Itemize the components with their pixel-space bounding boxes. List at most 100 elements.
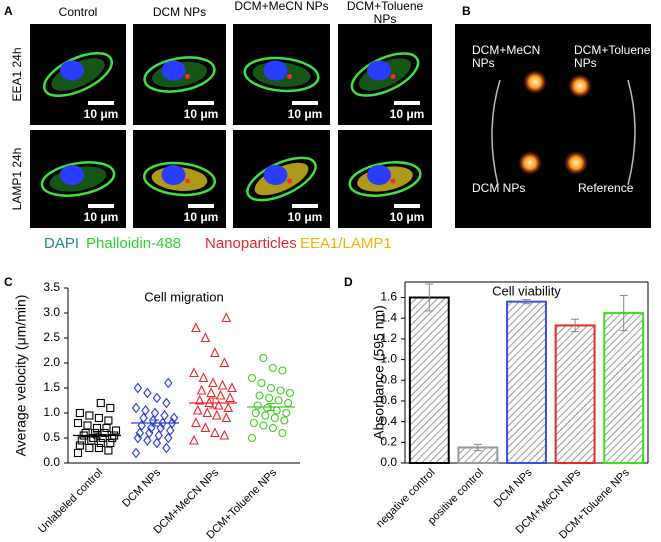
point (94, 413, 103, 423)
point (191, 322, 201, 333)
y-tick-label: 0.6 (380, 393, 397, 407)
luminescence-image (455, 24, 651, 228)
x-tick-label: DCM NPs (120, 466, 163, 509)
point (164, 432, 173, 444)
point (85, 411, 94, 420)
sample-label: DCM+Toluene NPs (574, 43, 651, 70)
point (210, 427, 220, 438)
point (202, 407, 213, 418)
legend-entry: Nanoparticles (205, 235, 297, 252)
point (131, 402, 141, 414)
cell-body (143, 161, 216, 197)
glow-spot (523, 70, 547, 94)
point (83, 421, 92, 430)
point (274, 396, 283, 405)
point (111, 426, 121, 435)
point (96, 398, 105, 408)
legend-entry: DAPI (44, 235, 79, 252)
y-tick-label: 0.5 (43, 430, 60, 444)
column-header: DCM+Toluene NPs (346, 0, 424, 26)
point (104, 416, 113, 425)
cell (243, 56, 320, 93)
point (92, 423, 102, 433)
point (100, 428, 109, 438)
particle (287, 74, 292, 79)
point (75, 441, 84, 450)
point (265, 393, 274, 403)
scale-bar-label: 10 μm (390, 210, 425, 224)
particle (185, 74, 190, 79)
point (261, 411, 270, 420)
particle (390, 74, 396, 79)
scale-bar-label: 10 μm (184, 210, 219, 224)
cell (246, 156, 317, 202)
point (135, 427, 144, 439)
y-tick-label: 1.5 (43, 380, 60, 394)
point (152, 392, 162, 404)
point (268, 423, 277, 433)
glow-spot (518, 151, 542, 175)
scale-bar-label: 10 μm (288, 107, 323, 121)
bar (554, 324, 596, 464)
point (196, 384, 207, 395)
point (141, 405, 150, 416)
cell-body (143, 56, 216, 93)
point (164, 377, 173, 389)
point (206, 387, 216, 398)
nucleus (263, 165, 288, 185)
point (266, 383, 276, 393)
point (158, 417, 167, 429)
y-tick-label: 0.0 (380, 455, 397, 469)
cell (42, 51, 114, 98)
column-header: Control (58, 5, 98, 19)
point (189, 434, 199, 445)
point (192, 404, 203, 415)
scale-bar-label: 10 μm (84, 210, 119, 224)
y-axis-label: Average velocity (μm/min) (13, 295, 29, 457)
point (106, 403, 115, 413)
point (208, 377, 218, 388)
nucleus (60, 60, 84, 81)
nucleus (161, 165, 186, 185)
point (75, 408, 84, 418)
point (166, 425, 175, 436)
point (259, 421, 268, 430)
point (200, 332, 211, 343)
nucleus (263, 60, 288, 81)
point (150, 407, 160, 419)
point (221, 412, 232, 423)
point (247, 373, 257, 383)
point (85, 443, 94, 453)
y-tick-label: 1.0 (380, 352, 397, 366)
point (280, 416, 289, 425)
cell (143, 56, 216, 93)
y-tick-label: 2.5 (43, 330, 60, 344)
point (282, 408, 291, 418)
y-axis-label: Absorbance (595 nm) (371, 305, 387, 440)
point (219, 357, 230, 368)
point (268, 363, 277, 373)
point (94, 443, 103, 453)
point (96, 438, 105, 448)
panel-letter: D (344, 275, 353, 289)
point (189, 367, 199, 378)
point (200, 422, 211, 433)
particle (185, 178, 190, 184)
point (73, 448, 83, 458)
scale-bar-label: 10 μm (288, 210, 323, 224)
point (255, 391, 264, 400)
cell-body (40, 161, 116, 197)
cell-body (348, 161, 422, 197)
dish-edge (627, 79, 636, 186)
y-tick-label: 0.4 (380, 414, 397, 428)
point (225, 392, 235, 403)
bar (408, 296, 450, 464)
dish-edge (491, 79, 501, 186)
point (219, 429, 230, 440)
y-tick-label: 3.5 (43, 280, 60, 294)
point (276, 386, 285, 395)
point (143, 435, 152, 446)
particle (390, 178, 396, 184)
